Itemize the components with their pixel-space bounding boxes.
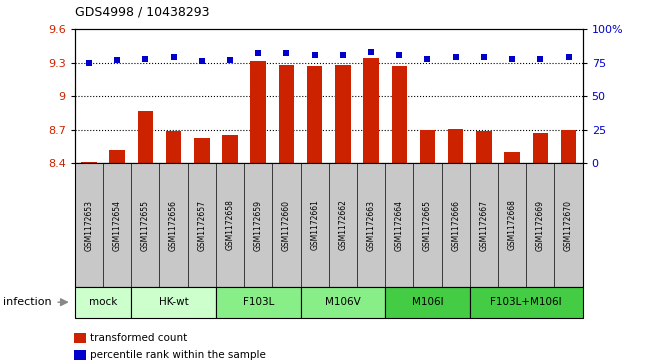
- Point: [535, 56, 546, 61]
- Text: transformed count: transformed count: [90, 333, 187, 343]
- Point: [450, 54, 461, 60]
- Bar: [391, 66, 407, 163]
- Point: [366, 49, 376, 55]
- Point: [309, 52, 320, 57]
- Text: GSM1172666: GSM1172666: [451, 200, 460, 250]
- Text: GSM1172665: GSM1172665: [423, 200, 432, 250]
- Text: infection: infection: [3, 297, 52, 307]
- Bar: [222, 135, 238, 163]
- Bar: [137, 111, 153, 163]
- Point: [112, 57, 122, 63]
- Text: GSM1172670: GSM1172670: [564, 200, 573, 250]
- Bar: [505, 152, 520, 163]
- Bar: [307, 66, 322, 163]
- Bar: [533, 133, 548, 163]
- Text: F103L: F103L: [243, 297, 274, 307]
- Text: GSM1172655: GSM1172655: [141, 200, 150, 250]
- Text: GSM1172658: GSM1172658: [225, 200, 234, 250]
- Point: [253, 50, 264, 56]
- Text: GSM1172663: GSM1172663: [367, 200, 376, 250]
- Point: [338, 52, 348, 57]
- Text: GSM1172656: GSM1172656: [169, 200, 178, 250]
- Text: GSM1172659: GSM1172659: [254, 200, 263, 250]
- Bar: [251, 61, 266, 163]
- Point: [169, 54, 179, 60]
- Text: mock: mock: [89, 297, 117, 307]
- Text: GSM1172669: GSM1172669: [536, 200, 545, 250]
- Text: GSM1172662: GSM1172662: [339, 200, 348, 250]
- Text: GSM1172668: GSM1172668: [508, 200, 517, 250]
- Bar: [363, 58, 379, 163]
- Bar: [166, 131, 182, 163]
- Text: GSM1172660: GSM1172660: [282, 200, 291, 250]
- Bar: [420, 130, 436, 163]
- Bar: [448, 129, 464, 163]
- Bar: [561, 130, 576, 163]
- Text: F103L+M106I: F103L+M106I: [490, 297, 562, 307]
- Text: GSM1172667: GSM1172667: [479, 200, 488, 250]
- Text: GSM1172661: GSM1172661: [310, 200, 319, 250]
- Text: GSM1172664: GSM1172664: [395, 200, 404, 250]
- Bar: [194, 138, 210, 163]
- Bar: [335, 65, 351, 163]
- Point: [563, 54, 574, 60]
- Bar: [109, 150, 125, 163]
- Text: percentile rank within the sample: percentile rank within the sample: [90, 350, 266, 360]
- Bar: [81, 162, 97, 163]
- Text: M106V: M106V: [325, 297, 361, 307]
- Text: HK-wt: HK-wt: [159, 297, 189, 307]
- Point: [507, 56, 518, 61]
- Text: M106I: M106I: [411, 297, 443, 307]
- Point: [478, 54, 489, 60]
- Text: GDS4998 / 10438293: GDS4998 / 10438293: [75, 5, 210, 18]
- Text: GSM1172653: GSM1172653: [85, 200, 94, 250]
- Point: [225, 57, 235, 63]
- Bar: [476, 131, 492, 163]
- Point: [394, 52, 404, 57]
- Text: GSM1172657: GSM1172657: [197, 200, 206, 250]
- Point: [281, 50, 292, 56]
- Text: GSM1172654: GSM1172654: [113, 200, 122, 250]
- Bar: [279, 65, 294, 163]
- Point: [140, 56, 150, 61]
- Point: [197, 58, 207, 64]
- Point: [422, 56, 433, 61]
- Point: [84, 60, 94, 65]
